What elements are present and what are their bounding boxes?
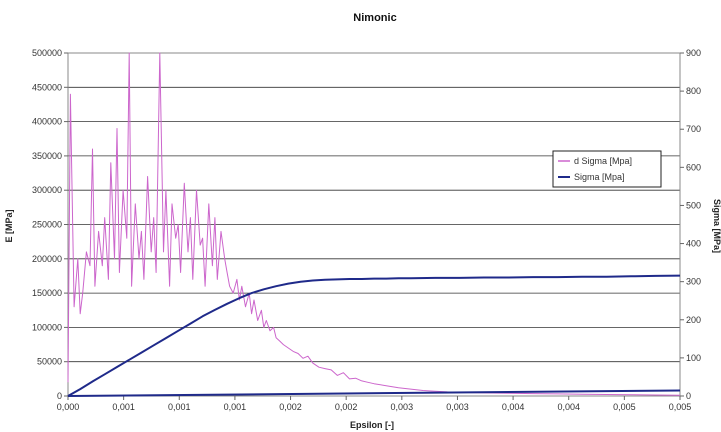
x-tick-label: 0,003 bbox=[446, 402, 469, 412]
y-tick-label: 300000 bbox=[32, 185, 62, 195]
y-tick-label: 250000 bbox=[32, 220, 62, 230]
y2-axis-ticks: 0 100 200 300 400 500 600 700 800 900 bbox=[680, 48, 701, 401]
x-axis-ticks: 0,000 0,001 0,001 0,001 0,002 0,002 0,003 0,003… bbox=[57, 396, 692, 412]
x-tick-label: 0,000 bbox=[57, 402, 80, 412]
y-tick-label: 500000 bbox=[32, 48, 62, 58]
y-tick-label: 50000 bbox=[37, 357, 62, 367]
x-tick-label: 0,004 bbox=[502, 402, 525, 412]
series-layer bbox=[67, 52, 681, 397]
y2-tick-label: 800 bbox=[686, 86, 701, 96]
y-tick-label: 150000 bbox=[32, 288, 62, 298]
x-tick-label: 0,001 bbox=[168, 402, 191, 412]
chart-title: Nimonic bbox=[353, 12, 396, 24]
x-tick-label: 0,005 bbox=[613, 402, 636, 412]
legend-box bbox=[552, 150, 662, 188]
y2-tick-label: 300 bbox=[686, 277, 701, 287]
y2-tick-label: 600 bbox=[686, 162, 701, 172]
y2-tick-label: 700 bbox=[686, 124, 701, 134]
legend: d Sigma [Mpa] Sigma [Mpa] bbox=[552, 150, 662, 188]
y-tick-label: 100000 bbox=[32, 322, 62, 332]
series-line-2 bbox=[67, 389, 681, 397]
y2-tick-label: 100 bbox=[686, 353, 701, 363]
x-axis-label: Epsilon [-] bbox=[350, 420, 394, 430]
x-tick-label: 0,001 bbox=[112, 402, 135, 412]
y2-tick-label: 200 bbox=[686, 315, 701, 325]
legend-label-sigma: Sigma [Mpa] bbox=[574, 172, 625, 182]
series-line-1 bbox=[67, 274, 681, 397]
y-tick-label: 450000 bbox=[32, 82, 62, 92]
y2-axis-label: Sigma [MPa] bbox=[712, 199, 721, 253]
y-axis-label: E [MPa] bbox=[4, 209, 14, 242]
x-tick-label: 0,004 bbox=[557, 402, 580, 412]
series-line-0 bbox=[67, 52, 681, 396]
x-tick-label: 0,002 bbox=[279, 402, 302, 412]
x-tick-label: 0,001 bbox=[224, 402, 247, 412]
x-tick-label: 0,005 bbox=[669, 402, 692, 412]
y-tick-label: 350000 bbox=[32, 151, 62, 161]
y2-tick-label: 500 bbox=[686, 200, 701, 210]
y2-tick-label: 900 bbox=[686, 48, 701, 58]
y2-tick-label: 400 bbox=[686, 239, 701, 249]
x-tick-label: 0,003 bbox=[391, 402, 414, 412]
y2-tick-label: 0 bbox=[686, 391, 691, 401]
legend-label-d-sigma: d Sigma [Mpa] bbox=[574, 156, 632, 166]
y-tick-label: 200000 bbox=[32, 254, 62, 264]
grid bbox=[68, 86, 680, 363]
y-tick-label: 0 bbox=[57, 391, 62, 401]
y-tick-label: 400000 bbox=[32, 117, 62, 127]
x-tick-label: 0,002 bbox=[335, 402, 358, 412]
y-axis-ticks: 0 50000 100000 150000 200000 250000 300000 3500… bbox=[32, 48, 68, 401]
